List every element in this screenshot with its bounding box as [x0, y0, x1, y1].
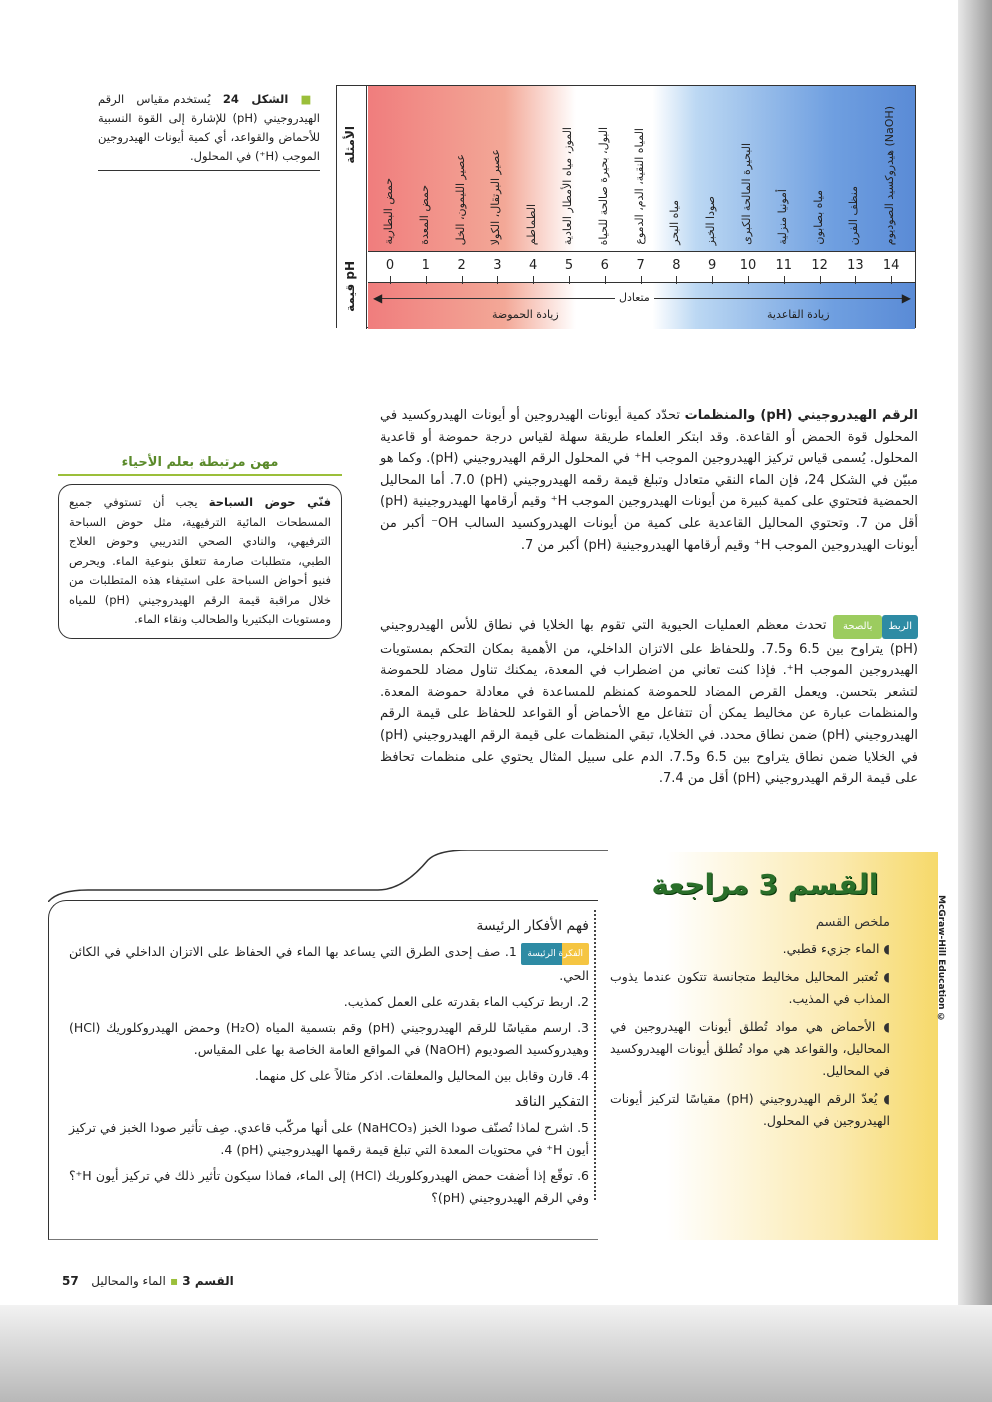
summary-item: تُعتبر المحاليل مخاليط متجانسة تتكون عند… [610, 966, 890, 1010]
caption-label: الشكل 24 [222, 92, 289, 106]
main-paragraph: الرقم الهيدروجيني (pH) والمنظمات تحدّد ك… [380, 405, 918, 556]
ph-value: 13 [847, 258, 864, 273]
career-title: مهن مرتبطة بعلم الأحياء [58, 455, 342, 476]
review-title: القسم 3 مراجعة [651, 868, 879, 901]
ph-value: 10 [739, 258, 757, 273]
ph-tick [819, 276, 821, 284]
neutral-label: متعادل [615, 291, 654, 304]
ph-example: هيدروكسيد الصوديوم (NaOH) [883, 105, 897, 245]
question-5: 5. اشرح لماذا تُصنّف صودا الخبز (NaHCO₃)… [69, 1120, 589, 1157]
career-box: فنّي حوض السباحة يجب أن تستوفي جميع المس… [58, 484, 342, 639]
ph-example: المياه النقية، الدم، الدموع [632, 128, 646, 245]
ph-tick [533, 276, 535, 284]
page-footer: القسم 3 ▪ الماء والمحاليل 57 [62, 1274, 234, 1288]
review-questions: فهم الأفكار الرئيسة الفكرة الرئيسة 1. صف… [48, 900, 598, 1240]
question-1: الفكرة الرئيسة 1. صف إحدى الطرق التي يسا… [69, 941, 589, 987]
section-summary: ملخص القسم الماء جزيء قطبي. تُعتبر المحا… [610, 912, 890, 1138]
ph-scale-figure: الأمثلة قيمة pH 0 1 2 3 4 5 6 7 8 9 10 11 12 13 14 ◀ ▶… [336, 85, 916, 329]
ph-example: أمونيا منزلية [775, 189, 789, 245]
ph-tick [425, 276, 427, 284]
health-text: تحدث معظم العمليات الحيوية التي تقوم بها… [380, 618, 918, 787]
main-ideas-heading: فهم الأفكار الرئيسة [476, 918, 589, 934]
figure-side-labels: الأمثلة قيمة pH [337, 86, 367, 329]
ph-tick [640, 276, 642, 284]
dotted-divider [594, 910, 596, 1200]
ph-value: 6 [600, 258, 609, 273]
ph-example: عصير البرتقال، الكولا [489, 148, 503, 245]
ph-heading: قيمة pH [343, 261, 357, 312]
figure-caption: ■ الشكل 24 يُستخدم مقياس الرقم الهيدروجي… [98, 90, 320, 171]
ph-tick [497, 276, 499, 284]
ph-example: مياه البحر [668, 200, 682, 245]
question-3: 3. ارسم مقياسًا للرقم الهيدروجيني (pH) و… [69, 1020, 589, 1057]
ph-example: عصير الليمون، الخل [453, 153, 467, 245]
ph-example: منظف الفرن [847, 185, 861, 245]
scan-bottom [0, 1305, 992, 1402]
ph-tick [712, 276, 714, 284]
question-2: 2. اربط تركيب الماء بقدرته على العمل كمذ… [343, 994, 589, 1009]
ph-value: 9 [708, 258, 717, 273]
ph-example: الموز، مياه الأمطار العادية [561, 127, 574, 245]
caption-text: يُستخدم مقياس الرقم الهيدروجيني (pH) للإ… [98, 92, 321, 163]
ph-value: 4 [529, 258, 538, 273]
ph-tick [676, 276, 678, 284]
ph-value: 5 [564, 258, 574, 273]
question-6: 6. توقّع إذا أضفت حمض الهيدروكلوريك (HCl… [69, 1168, 589, 1205]
ph-value: 2 [457, 258, 466, 273]
ph-tick [855, 276, 857, 284]
ph-value: 0 [385, 258, 395, 273]
health-paragraph: الربطبالصحة تحدث معظم العمليات الحيوية ا… [380, 615, 918, 790]
core-idea-tag: الفكرة الرئيسة [521, 943, 589, 965]
footer-separator: ▪ [169, 1274, 179, 1288]
ph-example: البحيرة المالحة الكبرى [740, 143, 753, 245]
ph-tick [748, 276, 749, 284]
career-lead: فنّي حوض السباحة [208, 495, 331, 509]
basicity-label: زيادة القاعدية [767, 308, 830, 321]
ph-example: حمض المعدة [417, 185, 431, 245]
ph-example: مياه بصابون [811, 190, 825, 245]
ph-example: الطماطم [525, 203, 539, 245]
health-tag: بالصحة [833, 615, 883, 639]
scan-edge [958, 0, 992, 1402]
ph-tick [604, 276, 606, 284]
ph-gradient [368, 86, 915, 329]
ph-tick [461, 276, 463, 284]
ph-tick [891, 276, 893, 284]
ph-tick [390, 276, 391, 284]
summary-item: يُعدّ الرقم الهيدروجيني (pH) مقياسًا لتر… [610, 1088, 890, 1132]
ph-value: 14 [882, 258, 900, 273]
ph-tick [783, 276, 785, 284]
section-divider [48, 850, 608, 902]
summary-item: الأحماض هي مواد تُطلق أيونات الهيدروجين … [610, 1016, 890, 1082]
career-sidebar: مهن مرتبطة بعلم الأحياء فنّي حوض السباحة… [58, 455, 342, 700]
critical-thinking-heading: التفكير الناقد [514, 1094, 589, 1110]
ph-example: البول، بحيرة صالحة للحياة [596, 126, 610, 245]
arrow-left-icon: ◀ [373, 291, 383, 305]
ph-example: صودا الخبز [704, 195, 718, 245]
ph-value: 1 [421, 258, 430, 273]
question-4: 4. قارن وقابل بين المحاليل والمعلقات. اذ… [254, 1068, 589, 1083]
main-heading: الرقم الهيدروجيني (pH) والمنظمات [684, 408, 919, 423]
acidity-label: زيادة الحموضة [492, 308, 559, 321]
examples-heading: الأمثلة [343, 126, 357, 164]
copyright-notice: McGraw-Hill Education © [936, 895, 946, 1023]
question-text: 1. صف إحدى الطرق التي يساعد بها الماء في… [69, 944, 589, 983]
arrow-right-icon: ▶ [901, 291, 911, 305]
main-text: تحدّد كمية أيونات الهيدروجين أو أيونات ا… [380, 408, 919, 553]
ph-value: 3 [493, 258, 502, 273]
page-number: 57 [62, 1274, 79, 1288]
ph-value: 12 [811, 258, 828, 273]
summary-item: الماء جزيء قطبي. [610, 938, 890, 960]
summary-heading: ملخص القسم [815, 915, 890, 930]
connection-tag: الربط [882, 615, 918, 639]
footer-chapter: الماء والمحاليل [91, 1274, 166, 1288]
ph-tick [569, 276, 570, 284]
footer-section: القسم 3 [182, 1274, 234, 1288]
ph-number-scale: 0 1 2 3 4 5 6 7 8 9 10 11 12 13 14 [368, 251, 915, 284]
ph-value: 8 [672, 258, 681, 273]
ph-value: 7 [636, 258, 645, 273]
ph-value: 11 [775, 258, 793, 273]
ph-example: حمض البطارية [382, 178, 395, 245]
career-text: يجب أن تستوفي جميع المسطحات المائية التر… [69, 495, 331, 626]
